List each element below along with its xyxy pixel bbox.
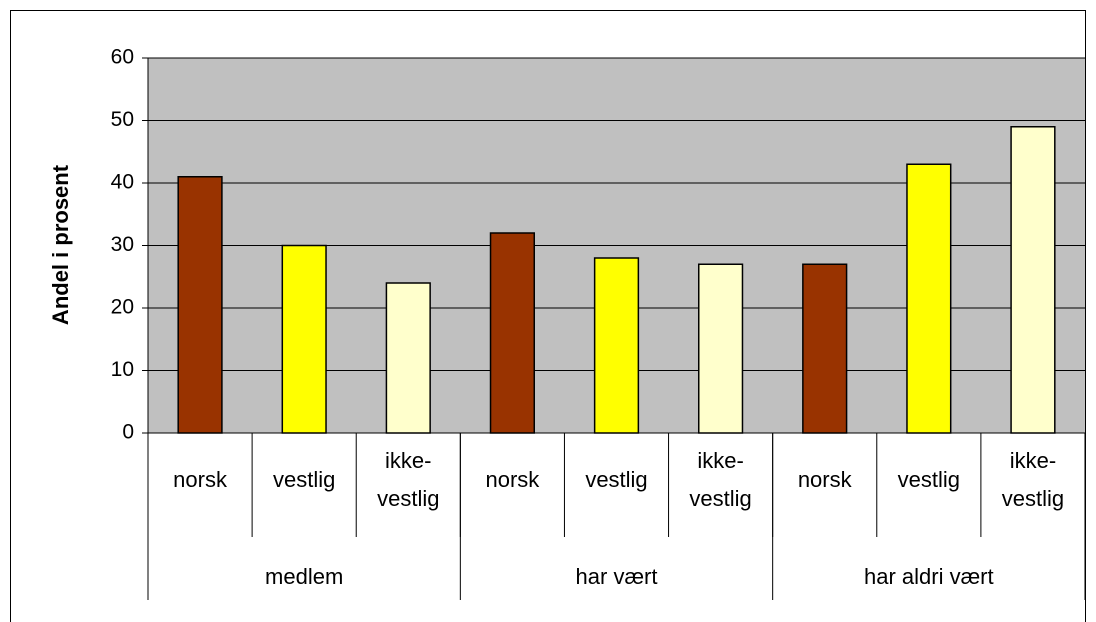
y-tick-label: 30 xyxy=(111,233,134,256)
y-tick-label: 60 xyxy=(111,46,134,69)
x-tick-label: ikke-vestlig xyxy=(377,448,440,511)
y-tick-label: 10 xyxy=(111,358,134,381)
x-tick-label: norsk xyxy=(173,467,227,492)
y-tick-label: 40 xyxy=(111,171,134,194)
bar xyxy=(906,163,952,434)
bar xyxy=(802,263,848,434)
group-label: medlem xyxy=(265,564,344,589)
x-tick-label: ikke-vestlig xyxy=(689,448,752,511)
bar xyxy=(489,232,536,434)
y-tick-label: 50 xyxy=(111,108,134,131)
x-tick-label: vestlig xyxy=(272,467,336,492)
x-tick-label: norsk xyxy=(485,467,540,492)
bar xyxy=(697,263,744,434)
bar xyxy=(385,282,431,434)
bar xyxy=(281,244,327,434)
group-label: har vært xyxy=(575,564,658,589)
x-tick-label: vestlig xyxy=(585,467,648,492)
y-tick-label: 20 xyxy=(111,296,134,319)
bar xyxy=(177,176,223,434)
x-tick-label: norsk xyxy=(797,467,852,492)
x-tick-label: ikke-vestlig xyxy=(1001,448,1065,511)
bar xyxy=(1010,126,1056,434)
frame xyxy=(10,10,1086,622)
group-label: har aldri vært xyxy=(864,564,994,589)
y-tick-label: 0 xyxy=(122,421,134,444)
bar xyxy=(593,257,640,434)
y-axis-label: Andel i prosent xyxy=(48,164,73,325)
x-tick-label: vestlig xyxy=(897,467,960,492)
